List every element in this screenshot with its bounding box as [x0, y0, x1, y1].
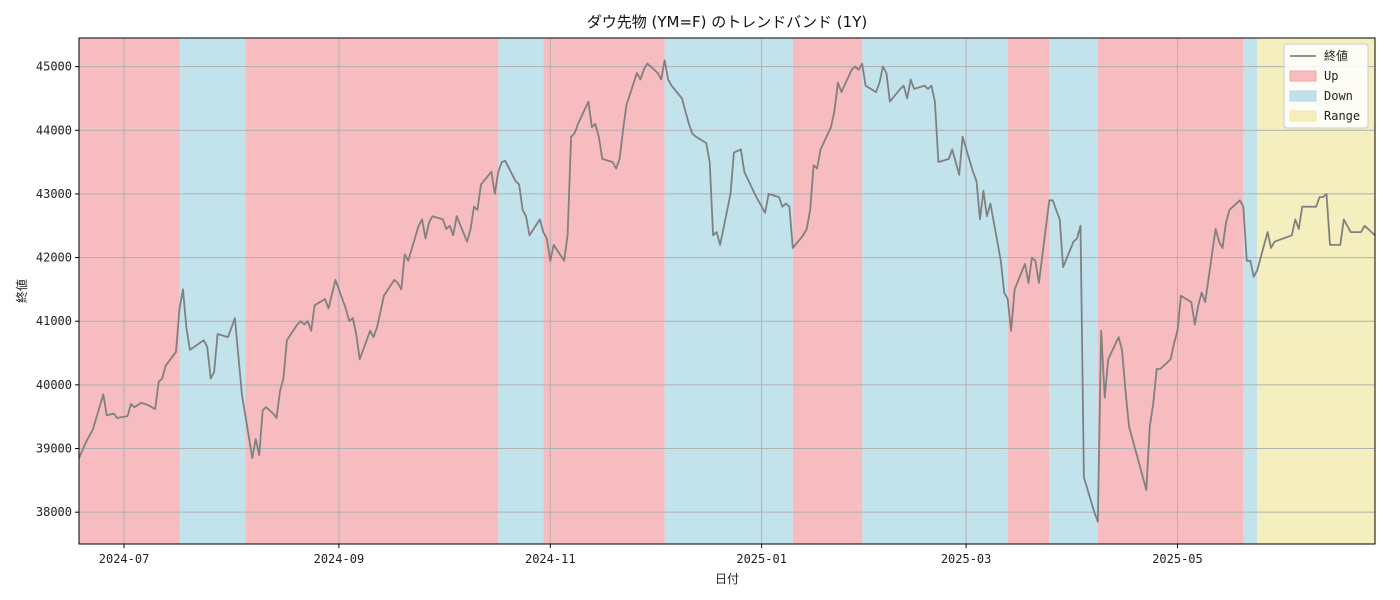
y-tick-label: 41000: [36, 314, 72, 328]
legend-label: Range: [1324, 109, 1360, 123]
grid-lines: [79, 38, 1375, 544]
band-up: [245, 38, 499, 544]
y-tick-label: 45000: [36, 60, 72, 74]
y-tick-label: 40000: [36, 378, 72, 392]
trend-bands: [79, 38, 1375, 544]
y-tick-label: 42000: [36, 251, 72, 265]
close-series: [78, 59, 1376, 523]
legend-label: Down: [1324, 89, 1353, 103]
x-axis-label: 日付: [715, 572, 739, 586]
legend-swatch-down: [1289, 90, 1317, 102]
y-axis-label: 終値: [14, 279, 29, 303]
band-down: [664, 38, 793, 544]
chart-title: ダウ先物 (YM=F) のトレンドバンド (1Y): [587, 13, 867, 31]
band-down: [1243, 38, 1258, 544]
band-up: [1097, 38, 1244, 544]
plot-frame: [78, 37, 1376, 545]
band-up: [792, 38, 863, 544]
y-tick-label: 44000: [36, 123, 72, 137]
x-tick-label: 2025-01: [736, 552, 787, 566]
legend: 終値 Up Down Range: [1283, 43, 1369, 129]
band-down: [179, 38, 246, 544]
legend-swatch-up: [1289, 70, 1317, 82]
band-down: [498, 38, 544, 544]
y-tick-label: 38000: [36, 505, 72, 519]
series-line: [78, 59, 1376, 523]
y-tick-label: 39000: [36, 442, 72, 456]
x-tick-label: 2024-07: [99, 552, 150, 566]
x-tick-label: 2025-05: [1152, 552, 1203, 566]
legend-box: [1283, 43, 1369, 129]
x-tick-label: 2024-11: [525, 552, 576, 566]
y-tick-label: 43000: [36, 187, 72, 201]
band-up: [79, 38, 180, 544]
x-tick-label: 2024-09: [314, 552, 365, 566]
x-tick-label: 2025-03: [941, 552, 992, 566]
legend-label: Up: [1324, 69, 1338, 83]
band-down: [1049, 38, 1098, 544]
legend-swatch-range: [1289, 110, 1317, 122]
band-up: [543, 38, 665, 544]
band-down: [862, 38, 1008, 544]
x-axis-ticks: 2024-07 2024-09 2024-11 2025-01 2025-03 2025-…: [99, 544, 1203, 566]
y-axis-ticks: 38000 39000 40000 41000 42000 43000 44000 45000: [36, 60, 79, 519]
legend-label: 終値: [1324, 48, 1348, 63]
